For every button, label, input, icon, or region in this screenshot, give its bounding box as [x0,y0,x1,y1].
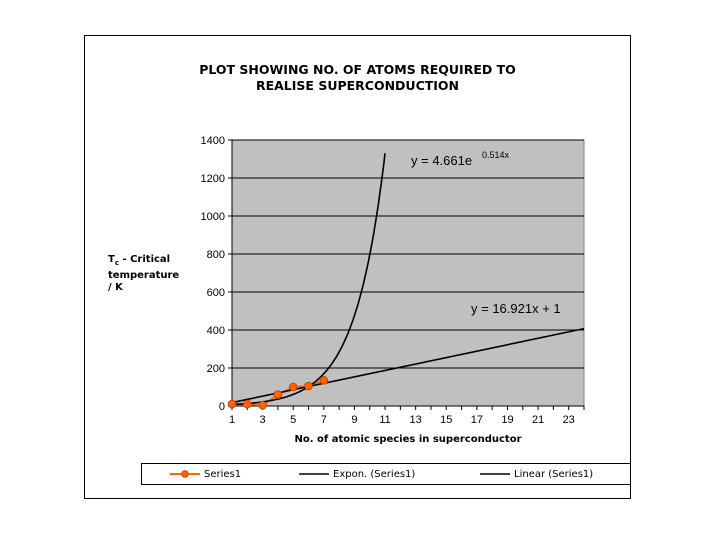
chart-title-line-2: REALISE SUPERCONDUCTION [255,78,460,93]
y-tick-label: 1400 [201,135,225,147]
x-tick-label: 3 [260,414,266,426]
legend-item-linear: Linear (Series1) [480,467,593,481]
x-tick-label: 11 [379,414,390,426]
linear-legend-line [480,473,510,475]
y-axis-label-rest: - Critical [118,254,171,265]
x-tick-label: 9 [351,414,357,426]
series1-data-point [258,400,267,410]
legend-item-expon: Expon. (Series1) [299,467,415,481]
series1-data-point [304,381,313,391]
y-tick-label: 1000 [201,211,225,223]
y-axis-label-line-1: Tc - Critical [108,254,171,267]
legend-label-linear: Linear (Series1) [514,468,594,480]
plot-background [231,139,585,407]
x-tick-label: 21 [532,414,544,426]
x-tick-label: 15 [440,414,452,426]
y-axis-label-subscript: c [114,259,119,267]
y-tick-label: 400 [207,325,225,337]
y-axis-label: Tc - Critical temperature / K [108,254,198,295]
y-tick-label: 1200 [201,173,225,185]
series1-data-point [319,376,329,385]
linear-equation-label: y = 16.921x + 1 [471,301,561,316]
series1-data-point [243,399,252,409]
exponential-equation-label: y = 4.661e [411,153,472,168]
x-tick-label: 7 [321,414,327,426]
x-tick-label: 23 [563,414,575,426]
series1-data-point [288,382,298,392]
exponential-equation-exponent: 0.514x [482,150,510,160]
series1-data-point [227,399,237,409]
x-tick-label: 1 [229,414,235,426]
x-tick-label: 13 [410,414,422,426]
x-axis-label: No. of atomic species in superconductor [294,434,522,445]
y-axis-label-line-3: / K [108,282,123,293]
chart-title: PLOT SHOWING NO. OF ATOMS REQUIRED TO RE… [84,62,631,94]
legend: Series1 Expon. (Series1) Linear (Series1… [141,463,631,485]
series1-legend-marker [170,470,200,478]
x-tick-label: 19 [501,414,513,426]
expon-legend-line [299,473,329,475]
legend-label-expon: Expon. (Series1) [333,468,416,480]
chart-title-line-1: PLOT SHOWING NO. OF ATOMS REQUIRED TO [199,62,516,77]
series1-data-point [273,390,283,399]
y-tick-label: 600 [207,287,225,299]
y-tick-label: 0 [219,401,225,413]
y-axis-label-line-2: temperature [108,269,180,281]
legend-label-series1: Series1 [204,468,242,480]
legend-item-series1: Series1 [170,467,241,481]
y-tick-label: 800 [207,249,225,261]
x-tick-label: 17 [471,414,483,426]
x-tick-label: 5 [290,414,296,426]
y-tick-label: 200 [207,363,225,375]
